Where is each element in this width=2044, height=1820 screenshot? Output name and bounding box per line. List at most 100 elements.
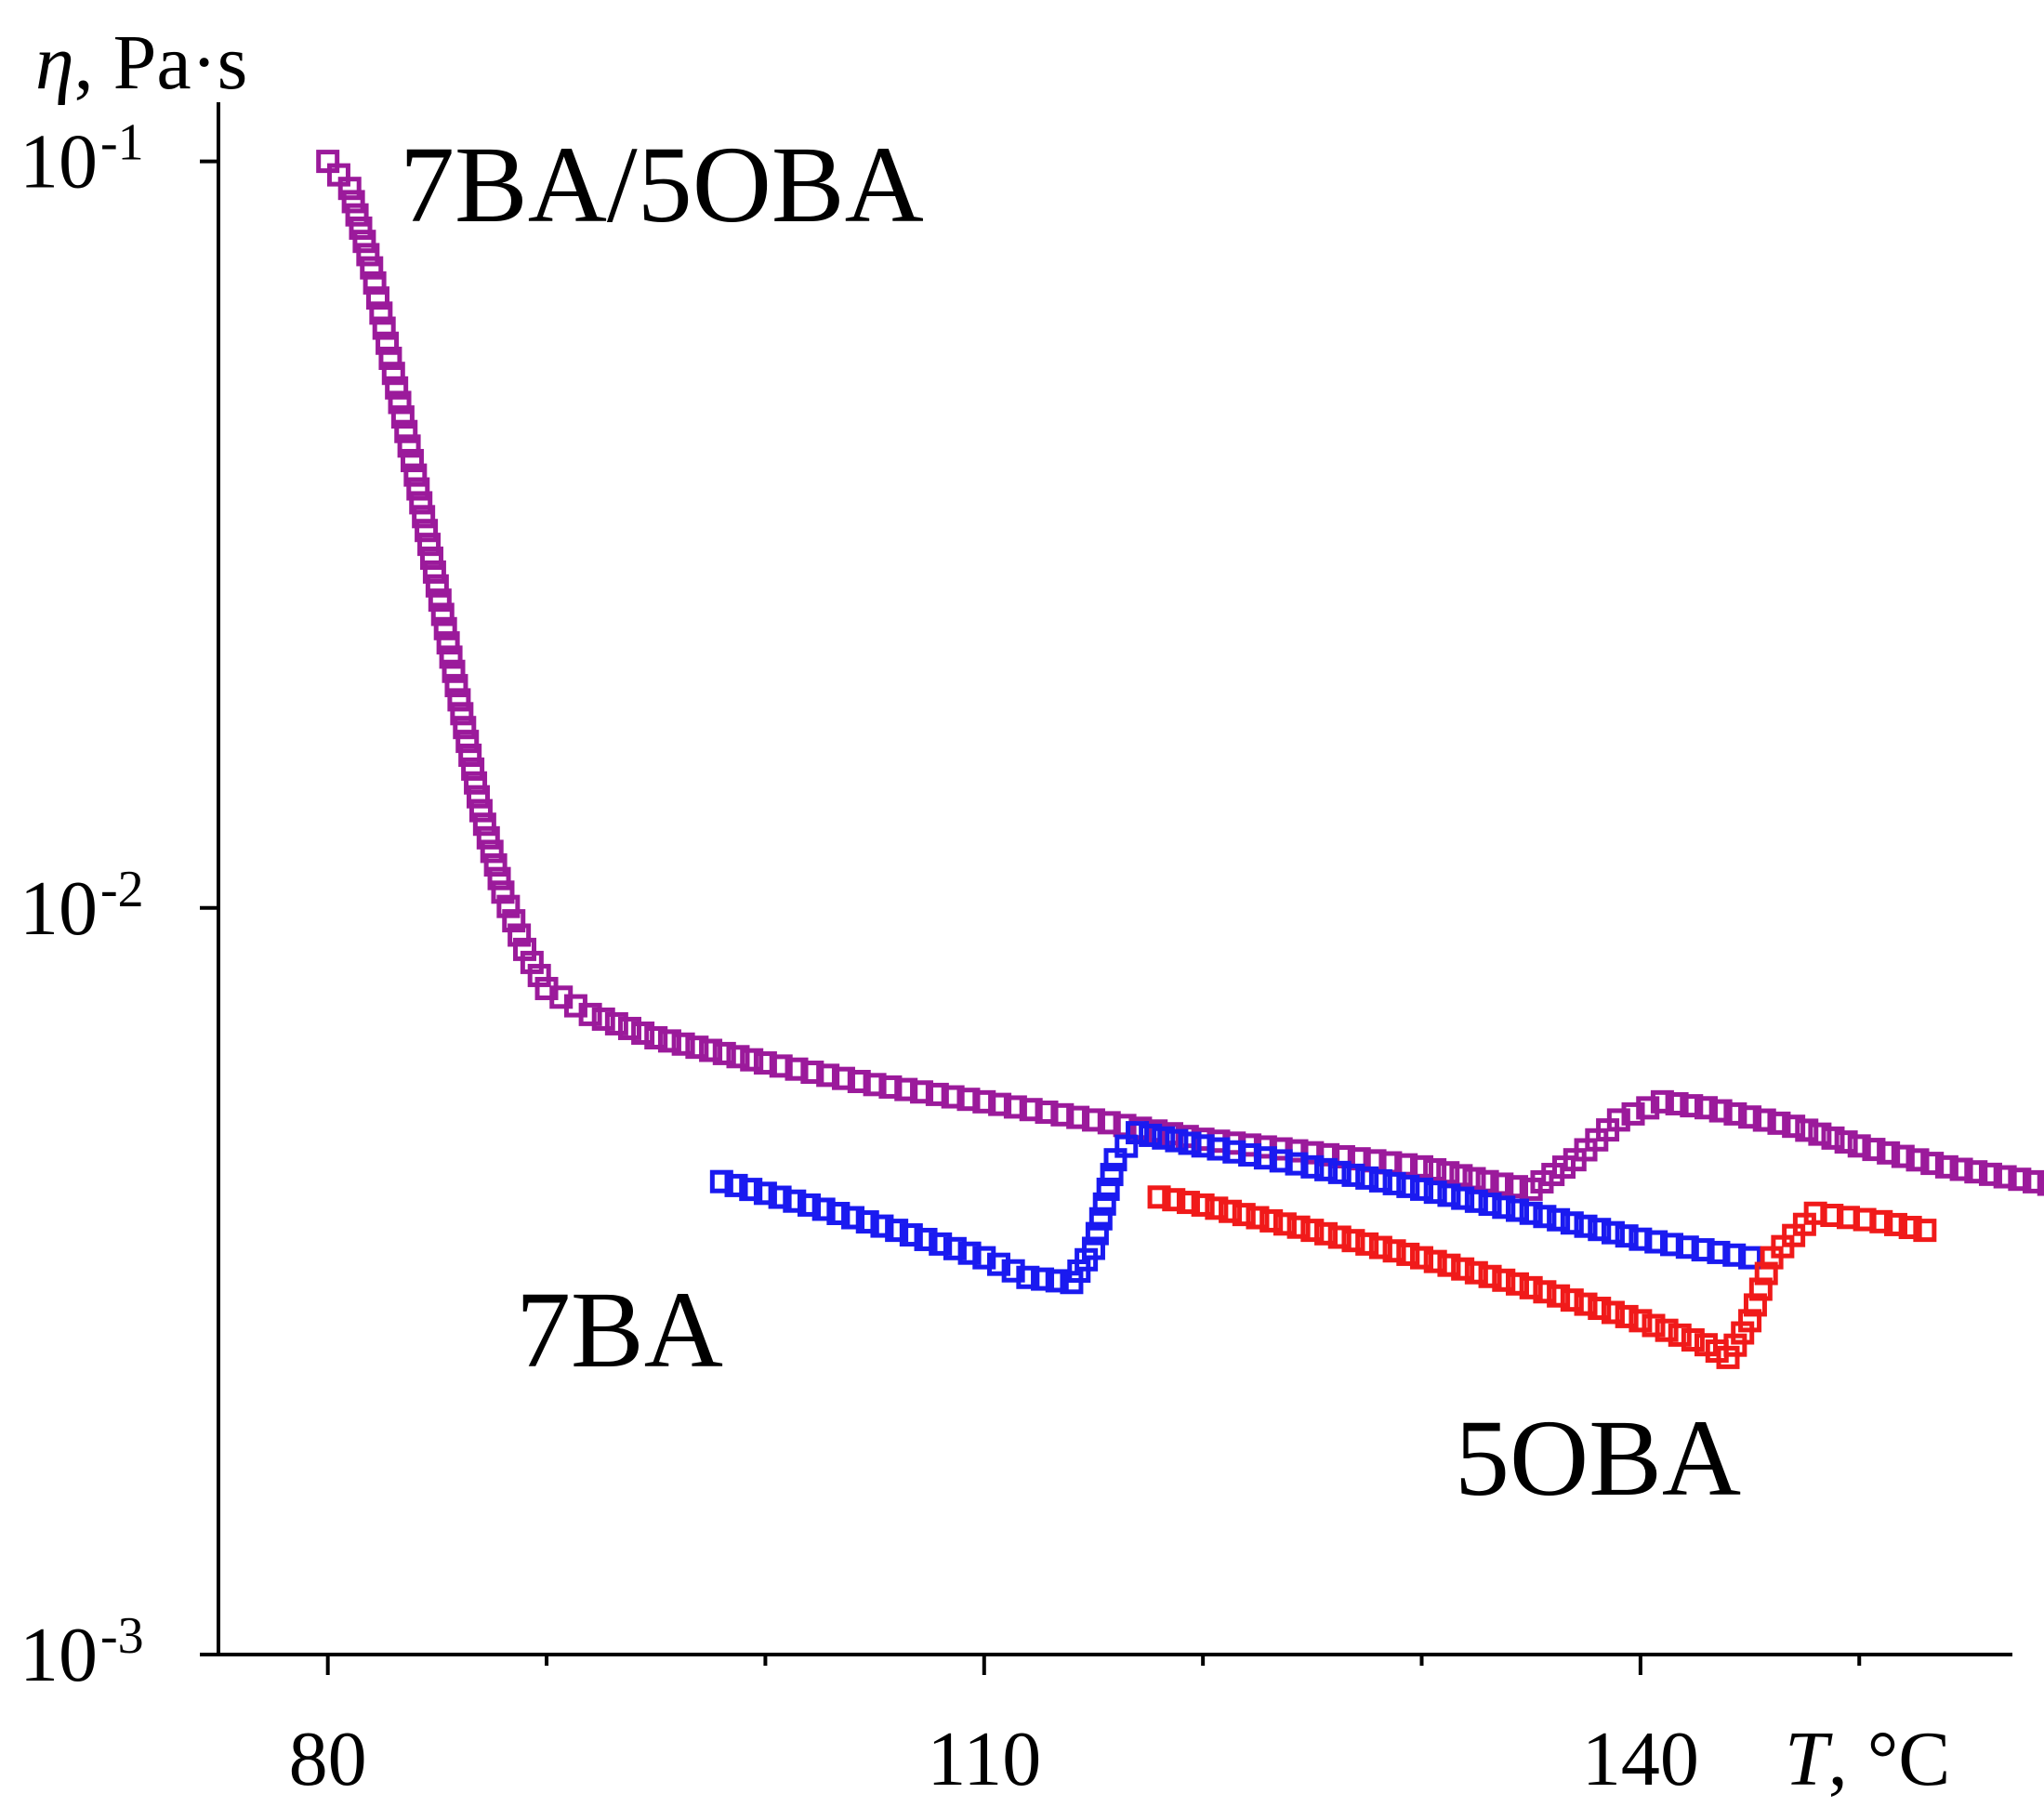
data-point bbox=[365, 286, 389, 310]
data-point bbox=[1490, 1172, 1514, 1196]
data-point bbox=[1722, 1243, 1747, 1267]
data-point bbox=[1920, 1152, 1945, 1176]
data-point bbox=[1615, 1304, 1639, 1328]
data-point bbox=[1451, 1257, 1475, 1281]
data-point bbox=[1707, 1240, 1731, 1264]
data-point bbox=[1300, 1219, 1325, 1243]
data-point bbox=[412, 505, 436, 529]
data-point bbox=[1092, 1192, 1116, 1216]
data-point bbox=[1219, 1199, 1243, 1223]
data-point bbox=[1238, 1142, 1262, 1167]
data-point bbox=[1978, 1162, 2002, 1186]
data-point bbox=[2008, 1167, 2032, 1192]
y-tick-label: 10 bbox=[20, 865, 98, 952]
data-point bbox=[1355, 1232, 1379, 1256]
data-point bbox=[943, 1236, 967, 1260]
data-point bbox=[394, 419, 418, 443]
data-point bbox=[847, 1069, 871, 1093]
data-point bbox=[739, 1178, 763, 1202]
data-point bbox=[425, 574, 449, 598]
data-point bbox=[464, 771, 488, 795]
data-point bbox=[1738, 1309, 1762, 1333]
data-point bbox=[1547, 1207, 1571, 1232]
data-point bbox=[1993, 1165, 2017, 1189]
data-point bbox=[439, 645, 463, 669]
data-point bbox=[1738, 1246, 1762, 1270]
data-point bbox=[385, 376, 409, 400]
data-point bbox=[753, 1181, 777, 1206]
data-point bbox=[1668, 1323, 1692, 1347]
data-point bbox=[631, 1021, 655, 1045]
data-point bbox=[972, 1089, 996, 1114]
y-axis-symbol: η bbox=[35, 20, 74, 106]
data-point bbox=[1191, 1134, 1215, 1158]
data-point bbox=[409, 491, 433, 515]
data-point bbox=[941, 1085, 965, 1109]
data-point bbox=[841, 1206, 865, 1230]
data-point bbox=[1505, 1175, 1529, 1199]
data-point bbox=[899, 1223, 923, 1247]
data-point bbox=[415, 519, 439, 543]
data-point bbox=[1660, 1233, 1684, 1257]
data-point bbox=[753, 1051, 777, 1075]
series-label-7ba-5oba: 7BA/5OBA bbox=[400, 124, 924, 245]
data-point bbox=[1754, 1261, 1778, 1286]
data-point bbox=[1629, 1309, 1653, 1333]
data-point bbox=[1949, 1157, 1973, 1181]
data-point bbox=[1655, 1318, 1679, 1342]
data-point bbox=[1767, 1111, 1791, 1135]
data-point bbox=[986, 1252, 1010, 1276]
data-point bbox=[797, 1193, 821, 1217]
data-point bbox=[1001, 1259, 1025, 1283]
data-point bbox=[1050, 1102, 1075, 1127]
data-point bbox=[1691, 1238, 1715, 1262]
data-point bbox=[870, 1214, 894, 1238]
data-point bbox=[671, 1032, 695, 1056]
data-point bbox=[502, 909, 526, 933]
data-point bbox=[442, 659, 466, 683]
data-point bbox=[1165, 1128, 1189, 1153]
data-point bbox=[1314, 1221, 1338, 1246]
data-point bbox=[1147, 1185, 1171, 1209]
data-point bbox=[1629, 1227, 1653, 1251]
data-point bbox=[458, 744, 482, 768]
data-point bbox=[390, 405, 415, 429]
data-point bbox=[1088, 1207, 1113, 1231]
x-axis-title: T, °C bbox=[1785, 1716, 1950, 1802]
data-point bbox=[1178, 1131, 1202, 1155]
data-point bbox=[831, 1066, 855, 1090]
data-point bbox=[1913, 1219, 1937, 1243]
data-point bbox=[1680, 1094, 1704, 1118]
data-point bbox=[972, 1246, 996, 1270]
data-point bbox=[487, 866, 511, 890]
data-point bbox=[929, 1232, 953, 1256]
data-point bbox=[1382, 1239, 1406, 1263]
data-point bbox=[894, 1077, 918, 1101]
data-point bbox=[604, 1011, 628, 1035]
data-point bbox=[1382, 1171, 1406, 1195]
data-point bbox=[1273, 1212, 1297, 1236]
data-point bbox=[724, 1173, 748, 1197]
data-point bbox=[1821, 1126, 1845, 1150]
data-point bbox=[1410, 1154, 1434, 1179]
data-point bbox=[1152, 1126, 1176, 1150]
data-point bbox=[1505, 1198, 1529, 1222]
y-tick-label: 10 bbox=[20, 119, 98, 205]
data-point bbox=[785, 1057, 809, 1081]
data-point bbox=[1862, 1138, 1886, 1162]
y-tick-exponent: -1 bbox=[100, 114, 144, 172]
data-point bbox=[1675, 1235, 1699, 1259]
data-point bbox=[740, 1048, 764, 1072]
data-point bbox=[1085, 1221, 1109, 1246]
data-point bbox=[1139, 1123, 1163, 1147]
data-point bbox=[1207, 1137, 1231, 1161]
data-point bbox=[1934, 1154, 1958, 1179]
data-point bbox=[1081, 1236, 1105, 1260]
data-point bbox=[1464, 1189, 1488, 1213]
series-7ba-5oba bbox=[316, 150, 2044, 1201]
data-point bbox=[381, 362, 405, 386]
data-point bbox=[956, 1088, 981, 1112]
y-axis-title: η, Pa·s bbox=[35, 20, 247, 106]
data-point bbox=[1743, 1293, 1767, 1317]
data-point bbox=[644, 1025, 668, 1049]
